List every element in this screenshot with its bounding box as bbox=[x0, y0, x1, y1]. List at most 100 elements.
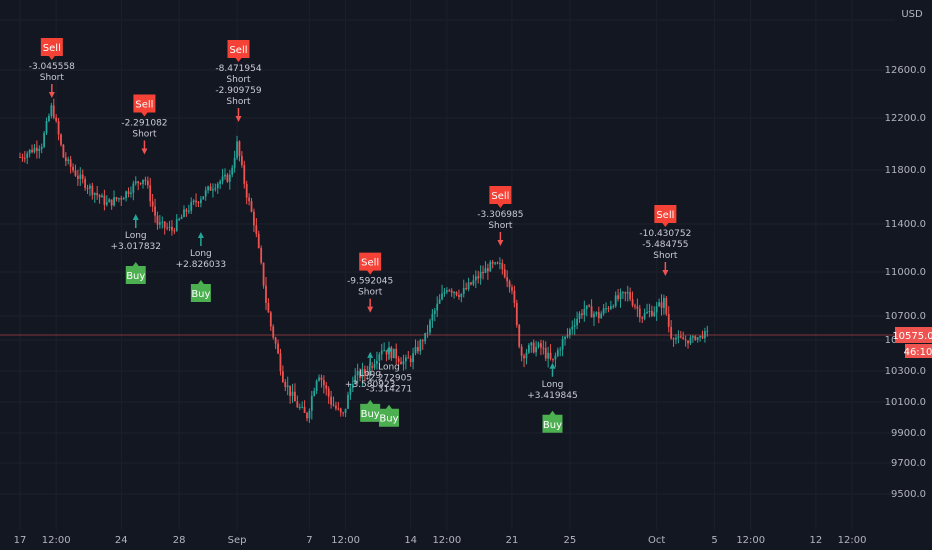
candle-body bbox=[255, 225, 258, 234]
candle-body bbox=[79, 174, 82, 179]
candle-body bbox=[462, 288, 465, 294]
sell-badge[interactable] bbox=[227, 40, 250, 62]
candle-body bbox=[202, 196, 205, 200]
candle-body bbox=[588, 305, 591, 307]
candle-body bbox=[274, 337, 277, 344]
candle-body bbox=[98, 195, 101, 198]
candle-body bbox=[125, 191, 128, 199]
candle-body bbox=[142, 179, 144, 184]
candle-body bbox=[45, 121, 48, 134]
time-tick-label: 28 bbox=[173, 535, 186, 546]
candle-body bbox=[368, 366, 371, 375]
candle-body bbox=[578, 313, 581, 319]
candle-body bbox=[315, 380, 318, 391]
sell-badge-label: Sell bbox=[491, 191, 509, 202]
candle-body bbox=[699, 335, 701, 338]
candle-body bbox=[638, 308, 641, 318]
candle-body bbox=[221, 176, 224, 182]
buy-signal[interactable]: Long+3.580923 Buy bbox=[345, 351, 395, 422]
buy-signal[interactable]: Long-2.272905-3.314271 Buy bbox=[366, 345, 412, 427]
sell-badge[interactable] bbox=[359, 252, 382, 275]
candle-body bbox=[400, 361, 402, 365]
candle-body bbox=[86, 187, 89, 189]
candle-body bbox=[646, 312, 648, 314]
candle-body bbox=[453, 291, 455, 293]
buy-badge[interactable] bbox=[378, 404, 399, 427]
candle-body bbox=[508, 281, 511, 288]
candle-body bbox=[332, 404, 335, 406]
signal-label: Long bbox=[378, 363, 400, 373]
buy-badge[interactable] bbox=[125, 262, 146, 284]
candle-body bbox=[101, 195, 103, 198]
candle-body bbox=[404, 357, 407, 362]
candle-body bbox=[679, 336, 682, 338]
currency-label: USD bbox=[901, 9, 923, 20]
candle-body bbox=[694, 336, 697, 340]
candle-body bbox=[40, 146, 43, 149]
signal-label: -2.291082 bbox=[121, 119, 167, 129]
candle-body bbox=[151, 201, 154, 207]
buy-signal[interactable]: Long+2.826033 Buy bbox=[176, 232, 226, 302]
buy-badge[interactable] bbox=[190, 280, 211, 302]
candle-body bbox=[561, 339, 564, 350]
candle-body bbox=[253, 211, 255, 226]
candle-body bbox=[122, 198, 125, 200]
candle-body bbox=[407, 357, 410, 359]
price-tick-label: 11000.0 bbox=[885, 267, 926, 278]
candle-body bbox=[154, 206, 156, 216]
signal-label: Long bbox=[542, 380, 564, 390]
sell-badge[interactable] bbox=[133, 94, 156, 117]
candle-body bbox=[178, 218, 181, 220]
candle-body bbox=[146, 180, 149, 186]
candle-body bbox=[335, 405, 337, 409]
sell-badge[interactable] bbox=[654, 205, 677, 227]
buy-badge[interactable] bbox=[542, 410, 563, 433]
price-tick-label: 10700.0 bbox=[885, 311, 926, 322]
candle-body bbox=[265, 285, 267, 303]
candle-body bbox=[583, 308, 586, 316]
candle-body bbox=[701, 335, 704, 339]
candle-body bbox=[542, 347, 545, 349]
signal-label: -2.272905 bbox=[366, 374, 412, 384]
candle-body bbox=[127, 191, 130, 194]
candle-body bbox=[424, 332, 427, 342]
candle-body bbox=[672, 338, 675, 340]
sell-badge[interactable] bbox=[40, 38, 63, 60]
signal-label: +2.826033 bbox=[176, 260, 226, 270]
candle-body bbox=[108, 199, 111, 203]
candle-body bbox=[470, 282, 472, 285]
candle-body bbox=[62, 144, 65, 158]
candle-body bbox=[91, 185, 94, 195]
time-axis[interactable]: 17 12:00 24 28 Sep 7 12:00 14 12:00 21 25 Oct 5 12:00… bbox=[0, 530, 932, 550]
candle-body bbox=[248, 197, 251, 202]
buy-signal[interactable]: Long+3.017832 Buy bbox=[111, 214, 161, 284]
candles bbox=[19, 98, 709, 423]
candle-body bbox=[55, 117, 58, 122]
signal-label: Long bbox=[359, 369, 381, 379]
sell-badge[interactable] bbox=[489, 186, 512, 208]
buy-signal[interactable]: Long+3.419845 Buy bbox=[527, 362, 578, 433]
candle-body bbox=[272, 326, 275, 338]
candle-body bbox=[605, 308, 607, 310]
candle-body bbox=[267, 302, 270, 313]
candle-body bbox=[564, 336, 566, 340]
price-axis[interactable]: USD9500.09700.09900.010100.010300.010500… bbox=[885, 0, 932, 530]
countdown-value: 46:10 bbox=[904, 347, 932, 358]
candle-body bbox=[527, 345, 530, 353]
candle-body bbox=[190, 202, 193, 211]
candle-body bbox=[33, 147, 36, 153]
candle-body bbox=[655, 306, 658, 313]
candle-body bbox=[344, 408, 347, 413]
candle-body bbox=[537, 343, 540, 347]
buy-badge[interactable] bbox=[360, 399, 381, 422]
signal-label: +3.419845 bbox=[527, 391, 577, 401]
price-tick-label: 12600.0 bbox=[885, 65, 926, 76]
